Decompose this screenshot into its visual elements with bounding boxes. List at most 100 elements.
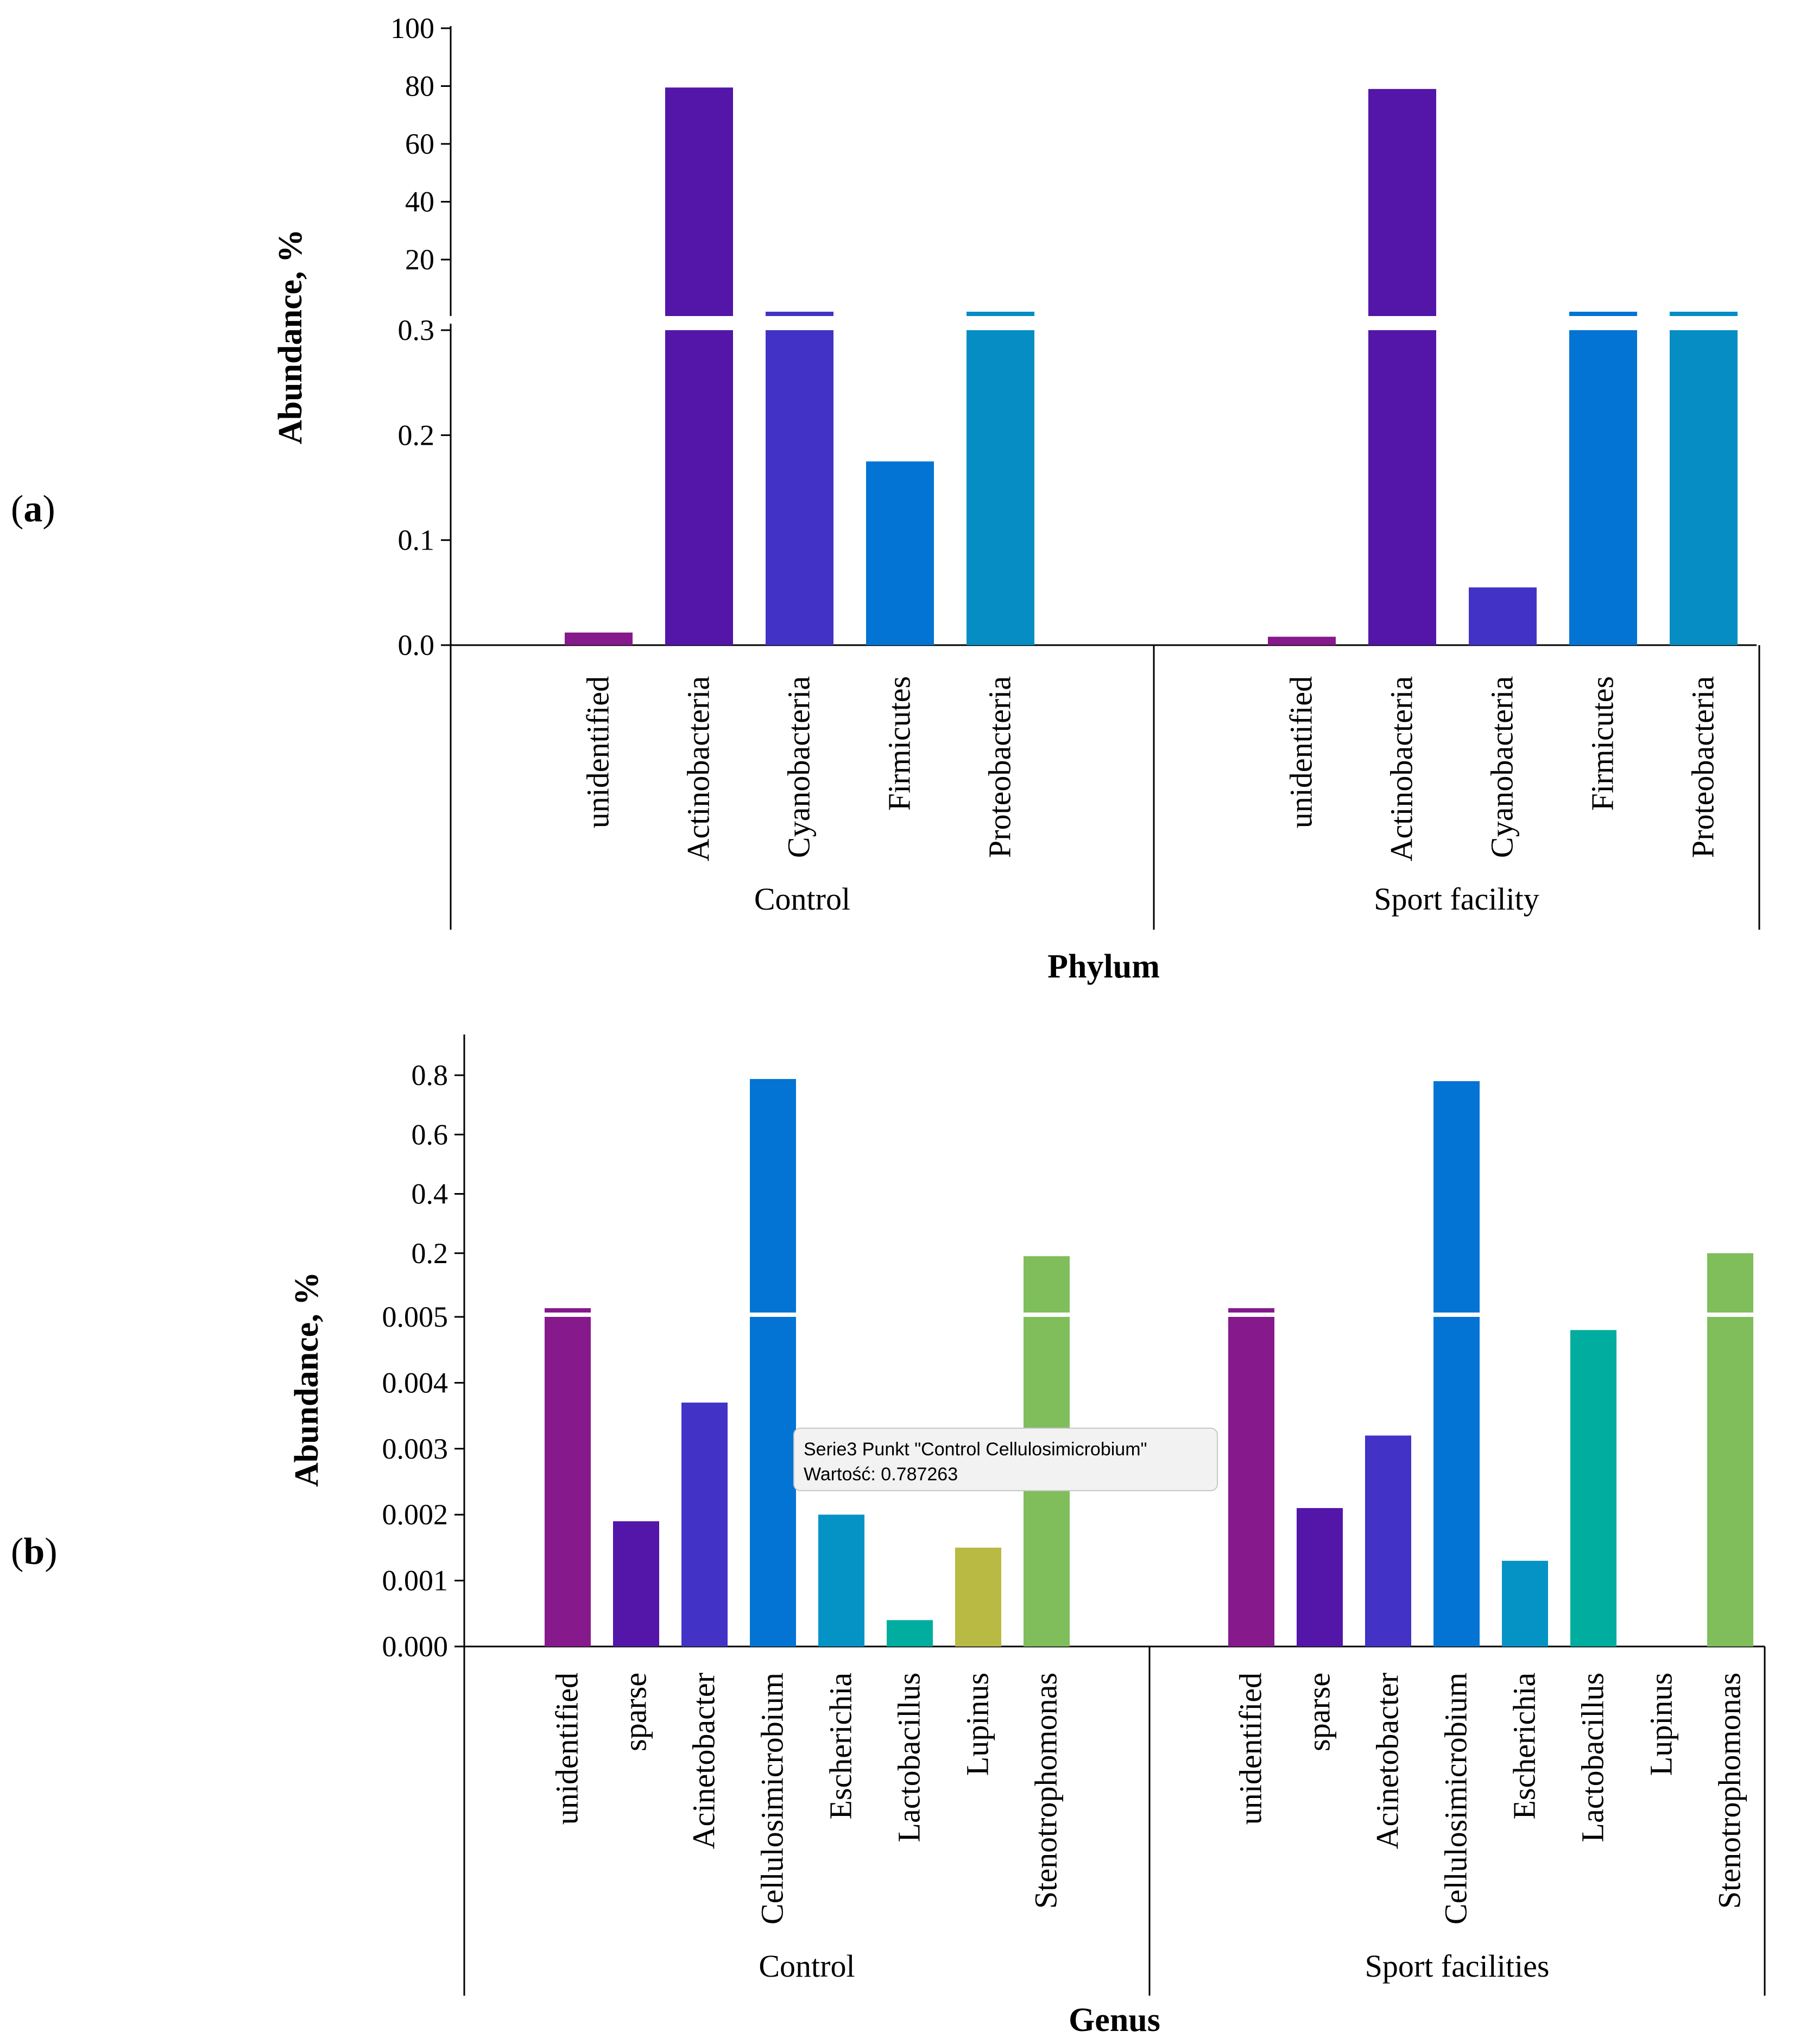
bar[interactable] [1502, 1561, 1548, 1646]
y-tick-label: 0.6 [412, 1118, 449, 1151]
category-label: Cellulosimicrobium [1438, 1673, 1474, 1925]
bar-upper[interactable] [1433, 1081, 1480, 1313]
category-label: sparse [1302, 1673, 1337, 1751]
tooltip: Serie3 Punkt "Control Cellulosimicrobium… [793, 1428, 1218, 1491]
category-label: Escherichia [823, 1673, 858, 1820]
bar-upper[interactable] [1670, 312, 1738, 316]
bar[interactable] [565, 632, 633, 645]
bar[interactable] [613, 1521, 659, 1646]
bar[interactable] [1297, 1508, 1343, 1646]
tooltip-box [793, 1428, 1218, 1491]
category-label: Acinetobacter [1370, 1673, 1405, 1849]
group-control: unidentified Actinobacteria Cyanobacteria F… [565, 87, 1034, 917]
y-tick-label: 0.001 [382, 1564, 449, 1597]
group-sport-facility: unidentified Actinobacteria Cyanobacteria F… [1268, 89, 1738, 917]
bar[interactable] [750, 1317, 796, 1646]
category-label: Acinetobacter [686, 1673, 722, 1849]
category-label: Lactobacillus [1575, 1673, 1610, 1842]
bar[interactable] [545, 1317, 591, 1646]
bar[interactable] [1707, 1317, 1753, 1646]
category-label: Stenotrophomonas [1028, 1673, 1064, 1909]
y-tick-label: 0.8 [412, 1059, 449, 1092]
bar-upper[interactable] [750, 1078, 796, 1313]
bar[interactable] [1368, 330, 1436, 645]
category-label: Cellulosimicrobium [755, 1673, 790, 1925]
category-label: Firmicutes [1585, 676, 1620, 811]
group-label: Control [754, 881, 850, 917]
category-label: Escherichia [1507, 1673, 1542, 1820]
x-axis-title: Phylum [1047, 948, 1160, 985]
y-tick-label: 0.000 [382, 1630, 449, 1663]
category-label: Proteobacteria [1685, 676, 1721, 858]
panel-letter: (a) [11, 488, 55, 530]
category-label: Actinobacteria [1384, 676, 1419, 861]
bar[interactable] [766, 330, 833, 645]
category-label: Cyanobacteria [781, 676, 817, 858]
group-label: Control [759, 1948, 855, 1984]
bar[interactable] [818, 1515, 864, 1646]
panel-a: (a) 0.0 0.1 0.2 0.3 20 40 60 80 100 Abundance, % un… [11, 12, 1760, 985]
bar-upper[interactable] [1569, 312, 1637, 316]
bar[interactable] [866, 461, 934, 645]
category-label: Lupinus [960, 1673, 995, 1776]
bar[interactable] [1365, 1435, 1411, 1646]
bar-upper[interactable] [545, 1308, 591, 1313]
y-tick-label: 60 [405, 128, 434, 160]
y-tick-label: 0.005 [382, 1301, 449, 1333]
panel-b: (b) 0.000 0.001 0.002 0.003 0.004 0.005 0.2 0.4 0… [11, 1034, 1766, 2039]
category-label: Actinobacteria [681, 676, 716, 861]
y-axis-title: Abundance, % [272, 229, 309, 444]
category-label: sparse [618, 1673, 653, 1751]
category-label: unidentified [580, 676, 616, 828]
group-label: Sport facilities [1365, 1948, 1550, 1984]
bar[interactable] [1670, 330, 1738, 645]
y-tick-label: 0.003 [382, 1433, 449, 1465]
bar[interactable] [665, 330, 733, 645]
y-tick-label: 0.2 [412, 1237, 449, 1270]
bar-upper[interactable] [766, 312, 833, 316]
bar[interactable] [887, 1620, 933, 1646]
bar[interactable] [1268, 636, 1336, 645]
bar[interactable] [955, 1547, 1001, 1646]
y-tick-label: 20 [405, 243, 434, 276]
group-control: unidentified sparse Acinetobacter Cellulosi… [545, 1078, 1070, 1984]
category-label: Lupinus [1644, 1673, 1679, 1776]
bar-upper[interactable] [967, 312, 1034, 316]
y-tick-label: 80 [405, 70, 434, 103]
category-label: unidentified [1233, 1673, 1268, 1825]
bar-upper[interactable] [1368, 89, 1436, 316]
bar[interactable] [1570, 1330, 1616, 1646]
tooltip-line-1: Serie3 Punkt "Control Cellulosimicrobium… [804, 1439, 1147, 1460]
category-label: unidentified [550, 1673, 585, 1825]
bar[interactable] [1469, 587, 1537, 645]
y-tick-label: 0.3 [398, 314, 435, 346]
tooltip-line-2: Wartość: 0.787263 [804, 1464, 958, 1485]
bar[interactable] [1433, 1317, 1480, 1646]
y-axis-title: Abundance, % [288, 1272, 325, 1487]
category-label: Firmicutes [882, 676, 917, 811]
bar-upper[interactable] [1024, 1256, 1070, 1313]
bar[interactable] [681, 1402, 728, 1646]
x-axis-title: Genus [1069, 2002, 1160, 2039]
group-sport-facilities: unidentified sparse Acinetobacter Cellulosi… [1228, 1081, 1753, 1984]
y-tick-label: 0.1 [398, 524, 435, 557]
bar-upper[interactable] [665, 87, 733, 316]
bar[interactable] [1569, 330, 1637, 645]
category-label: Lactobacillus [892, 1673, 927, 1842]
bar[interactable] [967, 330, 1034, 645]
y-tick-label: 0.002 [382, 1498, 449, 1531]
category-label: unidentified [1284, 676, 1319, 828]
y-tick-label: 0.4 [412, 1178, 449, 1210]
group-label: Sport facility [1374, 881, 1539, 917]
bar[interactable] [1228, 1317, 1274, 1646]
category-label: Cyanobacteria [1485, 676, 1520, 858]
category-label: Proteobacteria [982, 676, 1018, 858]
y-tick-label: 0.004 [382, 1366, 449, 1399]
category-label: Stenotrophomonas [1712, 1673, 1747, 1909]
y-tick-label: 0.2 [398, 419, 435, 451]
panel-letter: (b) [11, 1531, 58, 1573]
bar-upper[interactable] [1228, 1308, 1274, 1313]
bar-upper[interactable] [1707, 1253, 1753, 1313]
y-tick-label: 40 [405, 186, 434, 218]
